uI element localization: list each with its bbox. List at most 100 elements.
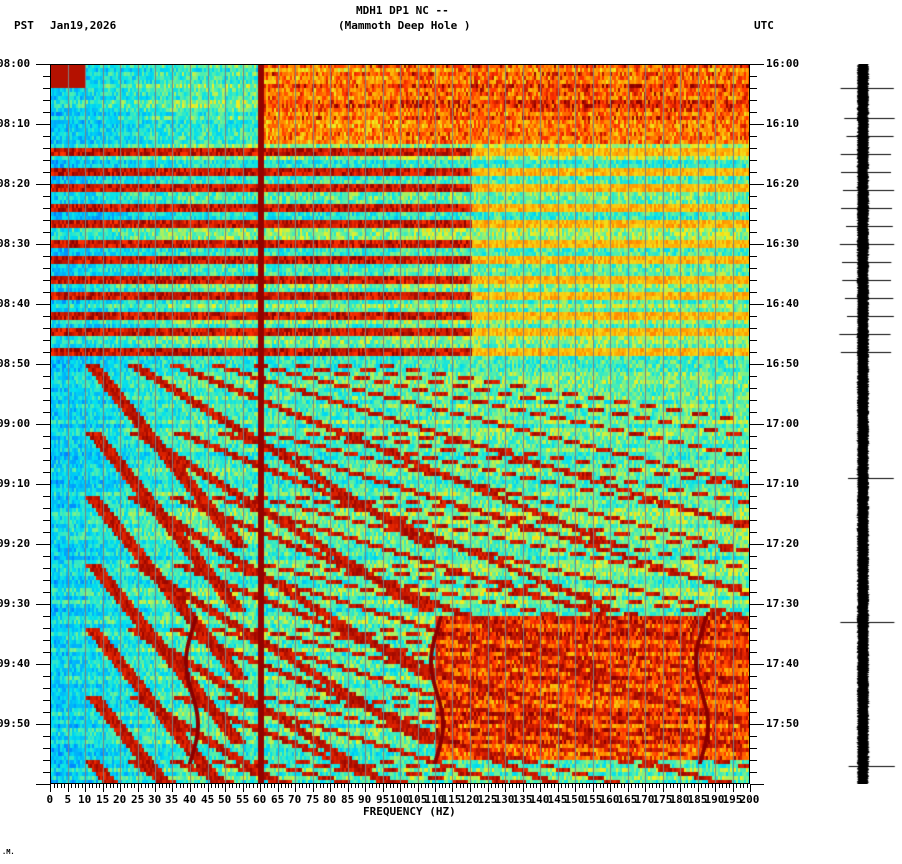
frequency-axis-tick [460,784,461,788]
right-time-label: 17:30 [766,597,800,610]
right-axis-tick [750,580,757,581]
frequency-axis-tick [229,784,230,788]
left-axis-tick [36,184,50,185]
frequency-axis-tick [610,784,611,792]
frequency-axis-tick [187,784,188,788]
left-axis-tick [43,736,50,737]
right-axis-tick [750,64,764,65]
left-axis-tick [43,652,50,653]
left-axis-tick [43,568,50,569]
frequency-axis-tick [635,784,636,788]
frequency-tick-label: 0 [46,793,54,806]
left-axis-tick [43,472,50,473]
frequency-axis-tick [512,784,513,788]
frequency-axis-tick [411,784,412,788]
frequency-axis-tick [327,784,328,788]
left-axis-tick [43,292,50,293]
left-axis-tick [43,340,50,341]
frequency-axis-tick [425,784,426,788]
right-axis-tick [750,448,757,449]
frequency-axis-tick [291,784,292,788]
left-axis-tick [36,724,50,725]
frequency-axis-tick [64,784,65,788]
frequency-axis-tick [82,784,83,788]
frequency-tick-label: 175 [652,793,673,806]
right-axis-tick [750,292,757,293]
frequency-axis-tick [523,784,524,792]
frequency-axis-tick [267,784,268,788]
frequency-axis-tick [271,784,272,788]
frequency-axis-tick [172,784,173,792]
frequency-axis-tick [166,784,167,788]
frequency-axis-tick [215,784,216,788]
frequency-axis-tick [334,784,335,788]
frequency-tick-label: 55 [236,793,250,806]
frequency-tick-label: 20 [113,793,127,806]
right-axis-tick [750,244,764,245]
frequency-tick-label: 135 [512,793,533,806]
frequency-axis-tick [488,784,489,792]
right-axis-tick [750,592,757,593]
right-axis-tick [750,508,757,509]
right-axis-tick [750,196,757,197]
frequency-axis-tick [698,784,699,792]
frequency-axis-tick [288,784,289,788]
frequency-axis-tick [509,784,510,788]
left-axis-tick [36,64,50,65]
frequency-axis-tick [421,784,422,788]
frequency-tick-label: 65 [271,793,285,806]
frequency-axis-tick [516,784,517,788]
frequency-axis-tick [169,784,170,788]
frequency-tick-label: 85 [341,793,355,806]
frequency-axis-tick [281,784,282,788]
frequency-axis-tick [498,784,499,788]
right-axis-tick [750,628,757,629]
frequency-tick-label: 45 [201,793,215,806]
frequency-axis-tick [659,784,660,788]
frequency-tick-label: 145 [547,793,568,806]
frequency-axis-tick [386,784,387,788]
frequency-tick-label: 120 [459,793,480,806]
frequency-axis-tick [680,784,681,792]
frequency-axis-tick [302,784,303,788]
frequency-axis-tick [162,784,163,788]
frequency-axis-tick [666,784,667,788]
frequency-axis-tick [586,784,587,788]
left-axis-tick [43,76,50,77]
right-axis-tick [750,340,757,341]
right-axis-tick [750,124,764,125]
frequency-axis-tick [246,784,247,788]
frequency-axis-tick [208,784,209,792]
frequency-axis-tick [299,784,300,788]
frequency-axis-tick [274,784,275,788]
right-axis-tick [750,688,757,689]
frequency-axis-tick [673,784,674,788]
frequency-axis-tick [194,784,195,788]
frequency-tick-label: 180 [669,793,690,806]
frequency-axis-tick [719,784,720,788]
frequency-axis-tick [110,784,111,788]
frequency-axis-tick [750,784,751,792]
frequency-axis-tick [400,784,401,792]
frequency-axis-tick [159,784,160,788]
left-axis-tick [43,172,50,173]
right-axis-tick [750,568,757,569]
frequency-axis-tick [568,784,569,788]
frequency-axis-tick [253,784,254,788]
frequency-axis-tick [596,784,597,788]
left-axis-tick [43,712,50,713]
left-time-label: 09:50 [0,717,31,730]
frequency-axis-tick [407,784,408,788]
left-axis-tick [43,400,50,401]
frequency-axis-tick [117,784,118,788]
left-axis-tick [43,616,50,617]
right-axis-tick [750,544,764,545]
left-axis-tick [43,376,50,377]
frequency-axis-tick [649,784,650,788]
left-time-label: 08:50 [0,357,31,370]
frequency-axis-tick [369,784,370,788]
left-axis-tick [36,424,50,425]
left-axis-tick [43,196,50,197]
frequency-axis-tick [456,784,457,788]
frequency-axis-tick [715,784,716,792]
